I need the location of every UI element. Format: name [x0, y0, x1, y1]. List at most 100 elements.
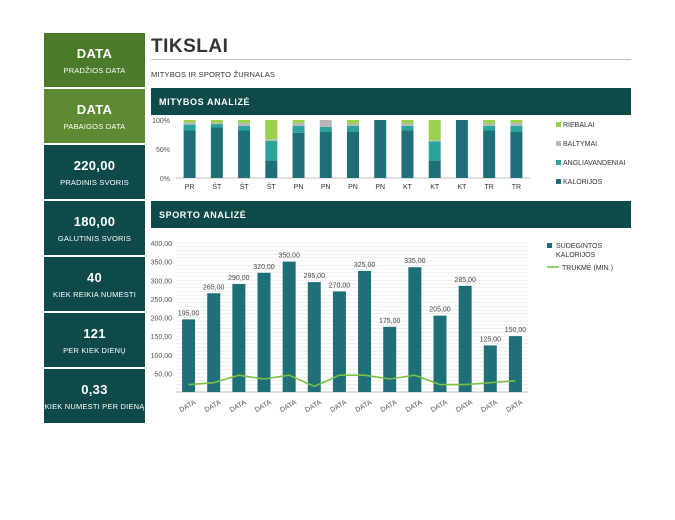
nutrition-x-tick: TR — [512, 184, 521, 191]
sport-bar — [483, 345, 497, 392]
nutrition-x-tick: PN — [321, 184, 331, 191]
sport-x-tick: DATA — [455, 399, 474, 414]
nutrition-section-header: MITYBOS ANALIZĖ — [151, 88, 631, 115]
start-weight-card: 220,00 PRADINIS SVORIS — [44, 145, 145, 199]
nutrition-bar-segment — [347, 125, 359, 132]
nutrition-bar-segment — [183, 130, 196, 178]
nutrition-x-tick: PN — [294, 184, 304, 191]
nutrition-bar-segment — [428, 141, 441, 161]
sport-x-tick: DATA — [304, 399, 323, 414]
nutrition-bar-segment — [319, 131, 332, 178]
sport-bar-label: 325,00 — [354, 262, 376, 269]
nutrition-bar-segment — [428, 140, 441, 142]
nutrition-x-tick: PN — [375, 184, 385, 191]
nutrition-legend-swatch — [556, 122, 561, 127]
nutrition-bar-segment — [238, 122, 251, 126]
sport-bar — [358, 270, 372, 392]
sport-bar-label: 290,00 — [228, 275, 250, 282]
days-value: 121 — [83, 325, 106, 341]
to-lose-value: 40 — [86, 269, 103, 285]
nutrition-bar-segment — [238, 125, 251, 131]
nutrition-bar-segment — [483, 130, 496, 178]
goal-weight-card: 180,00 GALUTINIS SVORIS — [44, 201, 145, 255]
nutrition-bar-segment — [510, 131, 523, 178]
nutrition-y-tick: 100% — [152, 118, 170, 125]
nutrition-bar-segment — [401, 130, 414, 178]
sport-bar — [182, 319, 196, 392]
start-date-label: PRADŽIOS DATA — [63, 65, 126, 75]
nutrition-legend-label: KALORIJOS — [563, 179, 603, 186]
sport-bar-label: 285,00 — [454, 277, 476, 284]
page-subtitle: MITYBOS IR SPORTO ŽURNALAS — [151, 70, 276, 79]
nutrition-legend-label: RIEBALAI — [563, 122, 595, 129]
nutrition-bar-segment — [210, 127, 223, 178]
nutrition-bar-segment — [510, 120, 523, 123]
nutrition-bar-segment — [183, 124, 196, 131]
nutrition-bar-segment — [455, 120, 468, 178]
nutrition-x-tick: KT — [457, 184, 467, 191]
nutrition-bar-segment — [183, 120, 196, 123]
nutrition-bar-segment — [374, 120, 387, 178]
sport-y-tick: 350,00 — [151, 260, 173, 267]
sport-x-tick: DATA — [329, 399, 348, 414]
nutrition-y-tick: 50% — [156, 147, 170, 154]
days-label: PER KIEK DIENŲ — [63, 345, 126, 355]
nutrition-bar-segment — [510, 125, 523, 132]
sport-y-tick: 50,00 — [154, 371, 172, 378]
sport-legend-swatch-calories — [547, 243, 552, 248]
nutrition-bar-segment — [292, 120, 305, 123]
per-day-value: 0,33 — [81, 381, 108, 397]
nutrition-bar-segment — [401, 123, 414, 126]
sport-y-tick: 300,00 — [151, 278, 173, 285]
sport-legend-label-calories-2: KALORIJOS — [556, 252, 596, 259]
sport-x-tick: DATA — [229, 399, 248, 414]
page-title: TIKSLAI — [151, 36, 229, 57]
sport-bar — [332, 291, 346, 392]
title-divider — [151, 59, 631, 60]
nutrition-bar-segment — [210, 122, 223, 125]
sport-bar-label: 205,00 — [429, 307, 451, 314]
sport-bar-label: 195,00 — [178, 310, 200, 317]
sport-x-tick: DATA — [354, 399, 373, 414]
start-weight-value: 220,00 — [73, 157, 116, 173]
end-date-label: PABAIGOS DATA — [63, 121, 126, 131]
sport-bar — [433, 315, 447, 392]
sport-y-tick: 150,00 — [151, 334, 173, 341]
nutrition-y-tick: 0% — [160, 176, 170, 183]
sport-bar-label: 270,00 — [329, 282, 351, 289]
per-day-label: KIEK NUMESTI PER DIENĄ — [44, 401, 145, 411]
nutrition-bar-segment — [483, 120, 496, 124]
sport-x-tick: DATA — [254, 399, 273, 414]
nutrition-x-tick: KT — [430, 184, 440, 191]
sport-bar-label: 150,00 — [505, 327, 527, 334]
nutrition-bar-segment — [428, 120, 441, 141]
sport-y-tick: 100,00 — [151, 353, 173, 360]
nutrition-bar-segment — [238, 120, 251, 123]
nutrition-legend-label: ANGLIAVANDENIAI — [563, 160, 625, 167]
nutrition-bar-segment — [265, 120, 278, 140]
to-lose-label: KIEK REIKIA NUMESTI — [53, 289, 136, 299]
nutrition-bar-segment — [238, 130, 251, 178]
sport-bar-label: 320,00 — [253, 264, 275, 271]
per-day-card: 0,33 KIEK NUMESTI PER DIENĄ — [44, 369, 145, 423]
start-date-value: DATA — [76, 45, 113, 61]
days-card: 121 PER KIEK DIENŲ — [44, 313, 145, 367]
nutrition-x-tick: ŠT — [212, 182, 222, 191]
nutrition-bar-segment — [401, 120, 414, 124]
nutrition-bar-segment — [210, 124, 223, 128]
sport-bar — [383, 326, 397, 392]
nutrition-bar-segment — [510, 122, 523, 126]
sport-x-tick: DATA — [204, 399, 223, 414]
nutrition-bar-segment — [292, 125, 305, 133]
sport-bar — [282, 261, 296, 392]
sport-x-tick: DATA — [380, 399, 399, 414]
sport-bar — [257, 272, 271, 392]
sport-legend-label-duration: TRUKMĖ (MIN.) — [562, 263, 613, 272]
nutrition-bar-segment — [401, 125, 414, 131]
nutrition-bar-segment — [483, 123, 496, 126]
nutrition-bar-segment — [183, 122, 196, 125]
nutrition-legend-label: BALTYMAI — [563, 141, 597, 148]
sport-bar-label: 175,00 — [379, 318, 401, 325]
nutrition-bar-segment — [210, 120, 223, 123]
